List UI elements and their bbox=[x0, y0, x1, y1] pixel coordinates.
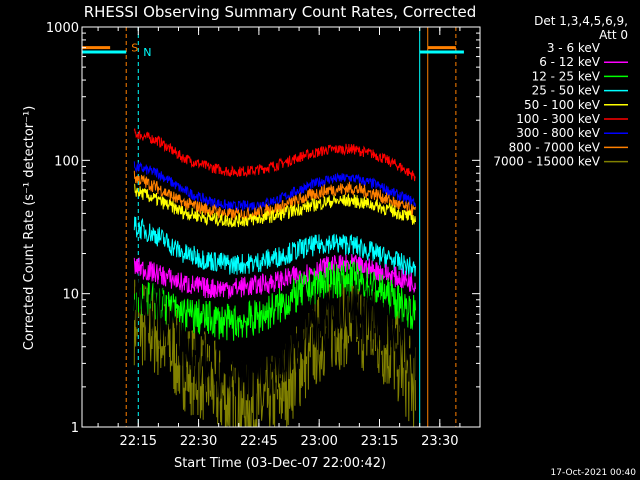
series-line-2 bbox=[133, 260, 416, 341]
legend-label-6: 300 - 800 keV bbox=[516, 126, 600, 140]
marker-label-N: N bbox=[143, 46, 151, 59]
chart-title: RHESSI Observing Summary Count Rates, Co… bbox=[84, 3, 477, 21]
x-tick-label-2: 22:45 bbox=[240, 434, 277, 449]
marker-label-S: S bbox=[131, 42, 138, 55]
legend-header-1: Det 1,3,4,5,6,9, bbox=[534, 14, 628, 28]
legend-label-2: 12 - 25 keV bbox=[532, 69, 601, 83]
y-tick-label-1: 10 bbox=[62, 288, 79, 303]
x-tick-label-1: 22:30 bbox=[180, 434, 217, 449]
axes-frame bbox=[81, 26, 481, 428]
legend-header-2: Att 0 bbox=[599, 28, 628, 42]
legend-label-3: 25 - 50 keV bbox=[532, 84, 601, 98]
series-line-0 bbox=[133, 271, 416, 405]
series-line-4 bbox=[134, 183, 416, 228]
series-line-5 bbox=[133, 128, 416, 182]
x-tick-label-5: 23:30 bbox=[421, 434, 458, 449]
y-tick-label-3: 1000 bbox=[46, 21, 79, 36]
legend-label-0: 3 - 6 keV bbox=[547, 41, 601, 55]
x-tick-label-3: 23:00 bbox=[300, 434, 337, 449]
x-tick-label-4: 23:15 bbox=[361, 434, 398, 449]
series-line-7 bbox=[133, 170, 416, 222]
legend-label-8: 7000 - 15000 keV bbox=[493, 155, 600, 169]
legend-label-4: 50 - 100 keV bbox=[524, 98, 601, 112]
y-tick-label-0: 1 bbox=[71, 421, 79, 436]
series-line-1 bbox=[133, 254, 416, 299]
x-tick-label-0: 22:15 bbox=[120, 434, 157, 449]
legend-label-5: 100 - 300 keV bbox=[516, 112, 600, 126]
legend-label-1: 6 - 12 keV bbox=[539, 55, 601, 69]
x-axis-label: Start Time (03-Dec-07 22:00:42) bbox=[174, 456, 386, 471]
series-line-3 bbox=[133, 216, 416, 277]
legend-label-7: 800 - 7000 keV bbox=[509, 140, 601, 154]
y-tick-label-2: 100 bbox=[54, 154, 79, 169]
series-line-6 bbox=[133, 161, 416, 213]
plot-area: S N 1 10 100 1000 22:15 22:30 22:45 23:00 23:15 23:… bbox=[46, 21, 481, 449]
y-axis-label: Corrected Count Rate (s⁻¹ detector⁻¹) bbox=[22, 106, 37, 351]
footer-timestamp: 17-Oct-2021 00:40 bbox=[551, 468, 637, 478]
